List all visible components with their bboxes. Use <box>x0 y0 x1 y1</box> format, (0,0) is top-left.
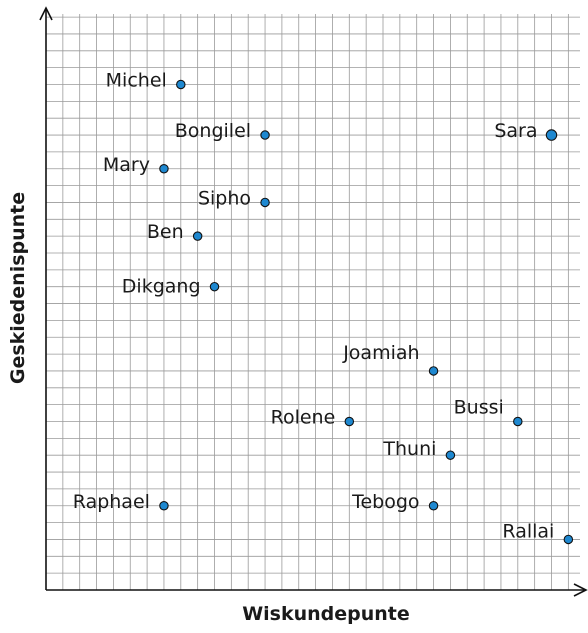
data-point-sipho <box>260 197 270 208</box>
point-label-sipho: Sipho <box>198 187 251 209</box>
point-label-raphael: Raphael <box>73 491 150 513</box>
data-point-tebogo <box>428 500 439 511</box>
data-point-sara <box>545 129 558 141</box>
data-point-bussi <box>513 416 523 427</box>
data-point-joamiah <box>428 366 439 376</box>
y-axis-title: Geskiedenispunte <box>7 192 29 384</box>
point-label-michel: Michel <box>106 70 167 92</box>
point-label-mary: Mary <box>103 154 150 176</box>
x-axis-arrow <box>573 583 588 597</box>
grid <box>46 14 580 590</box>
data-point-mary <box>159 164 169 174</box>
point-label-ben: Ben <box>147 221 184 243</box>
y-axis-arrow <box>39 6 53 21</box>
point-label-sara: Sara <box>494 120 537 142</box>
point-label-thuni: Thuni <box>382 438 436 460</box>
data-point-thuni <box>445 450 456 460</box>
data-point-rallai <box>563 534 574 545</box>
point-label-rolene: Rolene <box>271 407 336 429</box>
point-label-joamiah: Joamiah <box>342 342 419 364</box>
x-axis-title: Wiskundepunte <box>242 603 410 625</box>
data-point-raphael <box>159 500 169 511</box>
point-label-dikgang: Dikgang <box>122 276 201 298</box>
data-point-bongilel <box>260 130 270 140</box>
data-point-dikgang <box>209 281 220 292</box>
data-point-ben <box>192 231 203 241</box>
point-label-tebogo: Tebogo <box>351 491 419 513</box>
data-point-rolene <box>344 416 355 427</box>
point-label-bongilel: Bongilel <box>175 120 251 142</box>
data-points <box>159 79 574 545</box>
data-point-michel <box>176 79 186 90</box>
point-label-bussi: Bussi <box>454 397 504 419</box>
axes <box>39 6 588 597</box>
point-label-rallai: Rallai <box>502 520 554 542</box>
point-labels: Michel Bongilel Sara Mary Sipho Ben Dikgang Joa… <box>73 70 555 543</box>
